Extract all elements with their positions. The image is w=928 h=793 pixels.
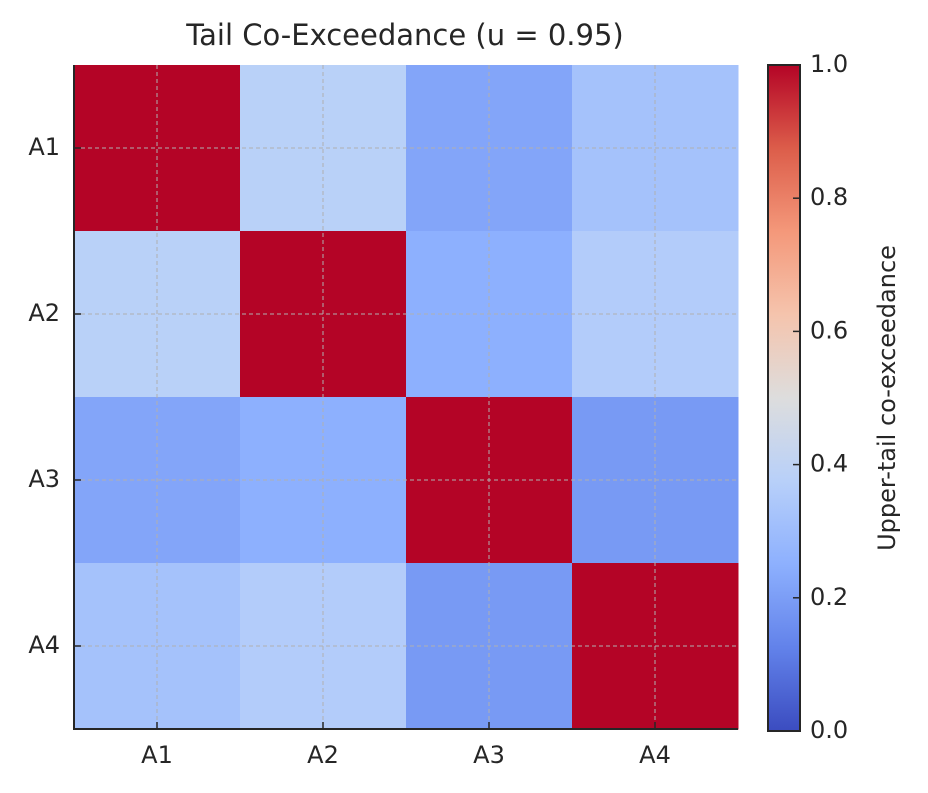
heatmap-cell — [74, 65, 241, 232]
colorbar — [767, 64, 801, 732]
x-tick-label: A1 — [141, 741, 173, 769]
y-tick-label: A2 — [28, 299, 60, 327]
colorbar-tick-label: 1.0 — [810, 50, 848, 78]
axis — [73, 65, 738, 730]
y-tick-label: A1 — [28, 133, 60, 161]
colorbar-tick-label: 0.8 — [810, 183, 848, 211]
x-tick-label: A2 — [307, 741, 339, 769]
colorbar-tick-label: 0.2 — [810, 583, 848, 611]
y-tick-label: A3 — [28, 465, 60, 493]
y-tick-label: A4 — [28, 631, 60, 659]
chart-title: Tail Co-Exceedance (u = 0.95) — [185, 18, 624, 52]
x-tick-label: A3 — [473, 741, 505, 769]
colorbar-tick-label: 0.0 — [810, 716, 848, 744]
colorbar-label: Upper-tail co-exceedance — [873, 245, 901, 551]
colorbar-tick-label: 0.6 — [810, 316, 848, 344]
colorbar-tick-label: 0.4 — [810, 450, 848, 478]
x-tick-label: A4 — [639, 741, 671, 769]
